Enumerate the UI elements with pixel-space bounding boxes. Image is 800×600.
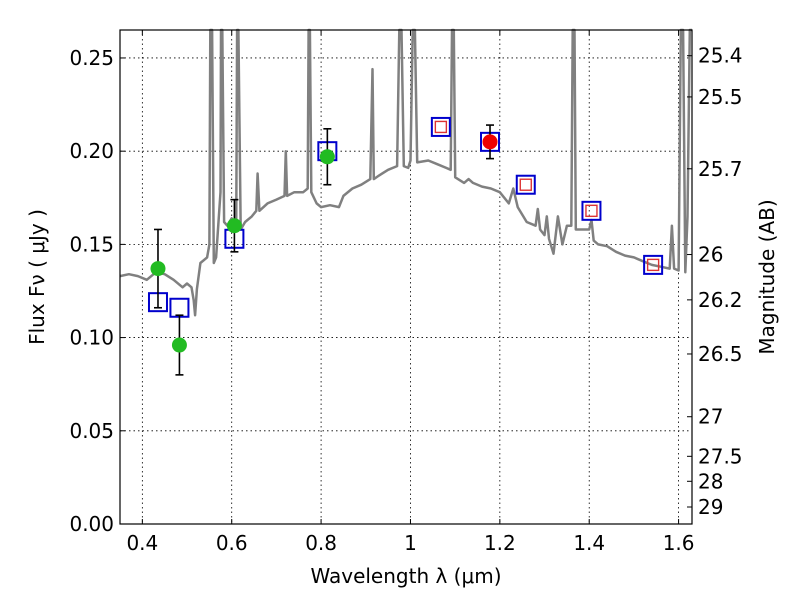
- observed-flux-point: [150, 261, 166, 277]
- y-tick-label: 0.25: [69, 46, 114, 70]
- mag-tick-label: 26.2: [698, 288, 743, 312]
- x-tick-label: 0.6: [216, 531, 248, 555]
- mag-tick-label: 28: [698, 469, 723, 493]
- observed-flux-point: [482, 134, 498, 150]
- x-tick-label: 1.4: [573, 531, 605, 555]
- model-photometry-square: [169, 297, 190, 318]
- observed-flux-point: [226, 218, 242, 234]
- mag-tick-label: 25.7: [698, 157, 743, 181]
- mag-tick-label: 27.5: [698, 444, 743, 468]
- mag-tick-label: 26.5: [698, 342, 743, 366]
- y-tick-label: 0.00: [69, 512, 114, 536]
- observed-flux-point: [171, 337, 187, 353]
- mag-tick-label: 25.4: [698, 44, 743, 68]
- grid-layer: [120, 30, 692, 525]
- y-tick-label: 0.05: [69, 419, 114, 443]
- spectrum-layer: [119, 28, 692, 317]
- y-axis-label: Flux Fν ( μJy ): [25, 209, 49, 345]
- mag-tick-label: 27: [698, 405, 723, 429]
- model-photometry-square: [515, 174, 536, 195]
- observed-ir-square: [519, 178, 532, 191]
- y-tick-label: 0.15: [69, 232, 114, 256]
- x-tick-label: 1: [404, 531, 417, 555]
- y-right-axis-label: Magnitude (AB): [755, 199, 779, 354]
- tick-layer: 0.4 0.6 0.8 1 1.2 1.4 1.6 0.00 0.05 0.10 0.15 0.20 0…: [69, 30, 743, 555]
- model-photometry-square: [430, 116, 451, 137]
- x-tick-label: 0.4: [126, 531, 158, 555]
- x-axis-label: Wavelength λ (μm): [310, 564, 501, 588]
- x-tick-label: 1.2: [484, 531, 516, 555]
- x-tick-label: 1.6: [663, 531, 695, 555]
- y-tick-label: 0.20: [69, 139, 114, 163]
- observed-ir-square: [434, 120, 448, 134]
- mag-tick-label: 25.5: [698, 85, 743, 109]
- model-photometry-square: [643, 254, 664, 275]
- model-photometry-square: [581, 200, 602, 221]
- spectrum-line: [119, 28, 692, 317]
- x-tick-label: 0.8: [305, 531, 337, 555]
- observed-ir-square: [646, 258, 660, 272]
- points-layer: [147, 116, 664, 376]
- observed-ir-square: [585, 204, 598, 218]
- y-tick-label: 0.10: [69, 326, 114, 350]
- mag-tick-label: 26: [698, 243, 723, 267]
- observed-flux-point: [319, 149, 335, 165]
- plot-frame: [119, 29, 693, 525]
- mag-tick-label: 29: [698, 495, 723, 519]
